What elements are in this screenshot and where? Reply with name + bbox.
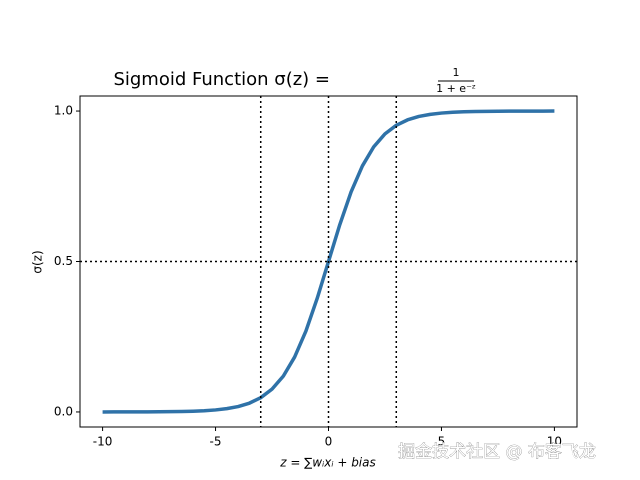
y-tick-label: 0.5 bbox=[54, 254, 73, 268]
title-denominator: 1 + e⁻ᶻ bbox=[436, 82, 476, 95]
x-tick-label: 0 bbox=[325, 435, 333, 449]
x-tick-label: 10 bbox=[547, 435, 562, 449]
y-tick-label: 0.0 bbox=[54, 404, 73, 418]
y-tick-label: 1.0 bbox=[54, 104, 73, 118]
x-tick-label: -10 bbox=[93, 435, 113, 449]
watermark: 掘金技术社区 @ 布客飞龙 bbox=[398, 442, 596, 462]
title-numerator: 1 bbox=[453, 66, 460, 79]
x-tick-label: 5 bbox=[438, 435, 446, 449]
x-tick-label: -5 bbox=[210, 435, 222, 449]
plot-frame bbox=[79, 95, 578, 428]
chart-title: Sigmoid Function σ(z) = bbox=[113, 69, 330, 90]
x-axis-label: z = ∑wᵢxᵢ + bias bbox=[279, 456, 376, 470]
y-axis-label: σ(z) bbox=[31, 250, 45, 273]
